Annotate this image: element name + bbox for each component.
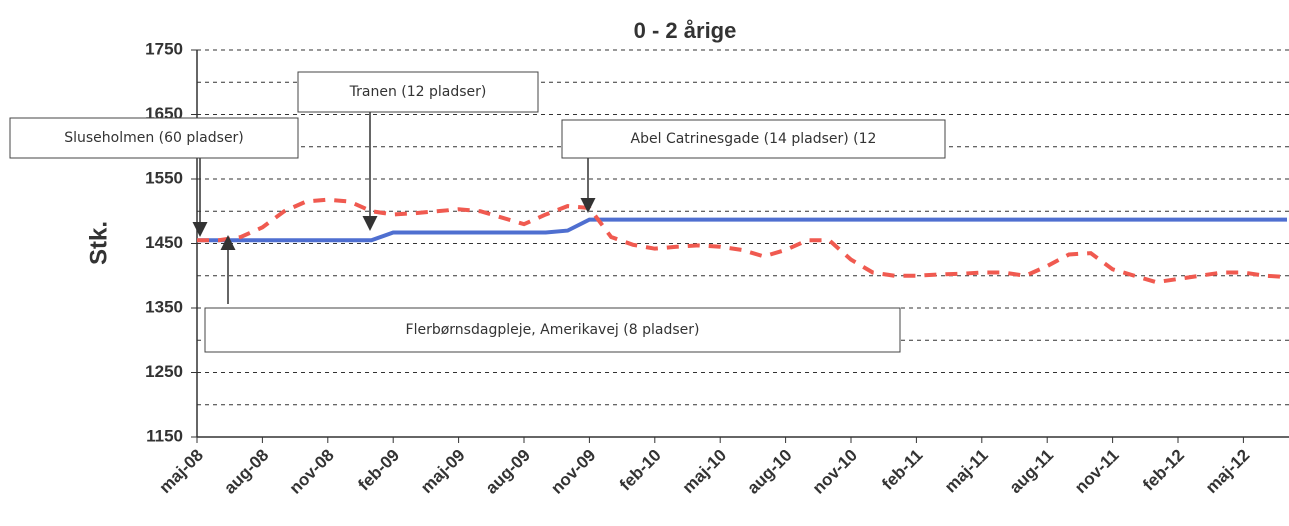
x-tick-label: aug-10 (743, 446, 795, 498)
x-tick-label: nov-10 (809, 446, 861, 498)
x-tick-label: maj-09 (417, 446, 469, 498)
y-tick-label: 1550 (145, 168, 183, 187)
x-tick-label: feb-10 (616, 446, 665, 495)
x-tick-label: aug-11 (1006, 446, 1058, 498)
x-tick-label: nov-11 (1071, 446, 1123, 498)
annotation-box (297, 71, 539, 113)
annotation-text: Abel Catrinesgade (14 pladser) (12 (631, 131, 877, 147)
chart-title: 0 - 2 årige (634, 18, 737, 43)
x-tick-label: maj-08 (155, 446, 207, 498)
y-tick-label: 1250 (145, 362, 183, 381)
annotation-box (9, 117, 299, 159)
series-line (197, 217, 1287, 243)
x-tick-label: feb-12 (1139, 446, 1188, 495)
x-tick-label: maj-12 (1202, 446, 1254, 498)
y-tick-label: 1450 (145, 233, 183, 252)
x-tick-label: maj-10 (679, 446, 731, 498)
y-axis-label: Stk. (85, 221, 112, 265)
x-tick-label: aug-08 (220, 446, 272, 498)
y-tick-label: 1150 (146, 426, 183, 445)
annotation-box (204, 307, 901, 353)
annotation-text: Flerbørnsdagpleje, Amerikavej (8 pladser… (406, 322, 700, 338)
y-tick-label: 1750 (145, 39, 183, 58)
x-tick-label: aug-09 (482, 446, 534, 498)
x-tick-label: feb-09 (354, 446, 403, 495)
annotation-box (561, 119, 946, 159)
annotation-text: Tranen (12 pladser) (349, 84, 487, 100)
x-tick-label: maj-11 (941, 446, 992, 497)
series-line (197, 197, 1288, 285)
x-tick-label: nov-09 (547, 446, 599, 498)
x-tick-label: nov-08 (286, 446, 338, 498)
x-tick-label: feb-11 (878, 446, 926, 494)
y-tick-label: 1350 (145, 297, 183, 316)
annotation-text: Sluseholmen (60 pladser) (64, 130, 244, 146)
